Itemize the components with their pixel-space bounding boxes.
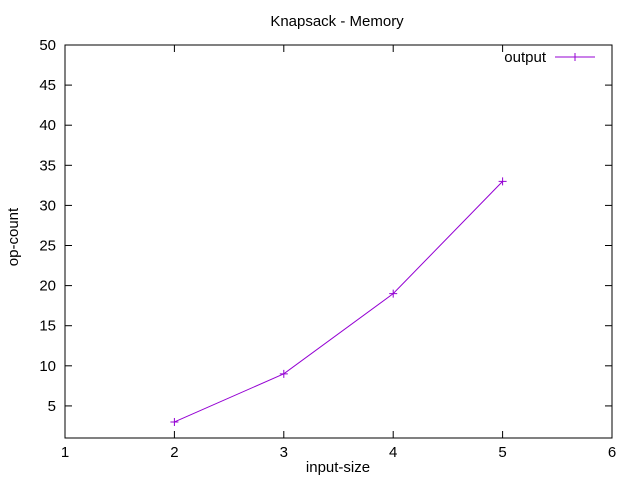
series-line-output xyxy=(174,180,503,423)
x-tick-label: 5 xyxy=(498,444,506,461)
x-tick-label: 4 xyxy=(389,444,397,461)
y-tick-label: 50 xyxy=(39,37,56,54)
x-tick-label: 6 xyxy=(608,444,616,461)
y-tick-label: 30 xyxy=(39,197,56,214)
data-point xyxy=(170,417,179,426)
data-point xyxy=(389,289,398,298)
x-tick-label: 2 xyxy=(170,444,178,461)
x-axis-label: input-size xyxy=(306,459,370,476)
y-tick-label: 35 xyxy=(39,157,56,174)
data-point xyxy=(279,369,288,378)
y-tick-label: 25 xyxy=(39,238,56,255)
plot-frame xyxy=(64,44,613,439)
legend-label-output: output xyxy=(504,49,547,66)
chart-title: Knapsack - Memory xyxy=(270,13,404,30)
legend: output xyxy=(504,49,595,66)
y-tick-label: 15 xyxy=(39,318,56,335)
x-tick-label: 3 xyxy=(280,444,288,461)
series-layer xyxy=(170,177,507,426)
y-tick-label: 40 xyxy=(39,117,56,134)
y-tick-label: 5 xyxy=(48,398,56,415)
y-tick-label: 20 xyxy=(39,278,56,295)
y-tick-label: 10 xyxy=(39,358,56,375)
y-tick-label: 45 xyxy=(39,77,56,94)
y-axis-label: op-count xyxy=(5,207,22,266)
data-point xyxy=(498,177,507,186)
x-tick-label: 1 xyxy=(61,444,69,461)
legend-marker-output xyxy=(571,53,579,61)
